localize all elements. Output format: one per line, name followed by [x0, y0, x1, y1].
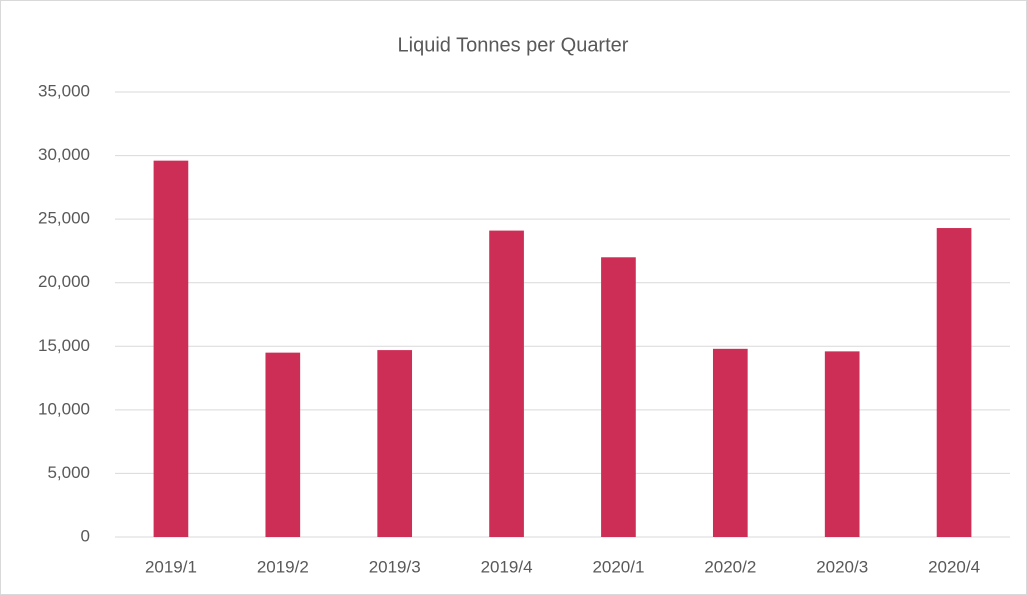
y-tick-label: 0 [81, 526, 90, 545]
chart-title: Liquid Tonnes per Quarter [398, 34, 629, 56]
x-tick-label: 2020/2 [704, 557, 756, 576]
x-tick-label: 2020/3 [816, 557, 868, 576]
x-tick-label: 2019/4 [481, 557, 533, 576]
y-tick-label: 25,000 [38, 209, 90, 228]
x-tick-label: 2019/2 [257, 557, 309, 576]
bar [153, 160, 189, 537]
bar [712, 348, 748, 537]
y-tick-label: 20,000 [38, 272, 90, 291]
bar [824, 351, 860, 537]
bar [377, 350, 413, 537]
bar [601, 257, 636, 537]
bar [936, 228, 972, 538]
x-tick-label: 2020/4 [928, 557, 980, 576]
x-tick-label: 2020/1 [592, 557, 644, 576]
x-tick-label: 2019/3 [369, 557, 421, 576]
y-tick-label: 30,000 [38, 145, 90, 164]
y-tick-label: 35,000 [38, 81, 90, 100]
y-tick-label: 15,000 [38, 336, 90, 355]
bar [265, 352, 301, 537]
y-tick-label: 10,000 [38, 399, 90, 418]
x-tick-label: 2019/1 [145, 557, 197, 576]
y-tick-label: 5,000 [47, 463, 90, 482]
bar [489, 230, 524, 538]
